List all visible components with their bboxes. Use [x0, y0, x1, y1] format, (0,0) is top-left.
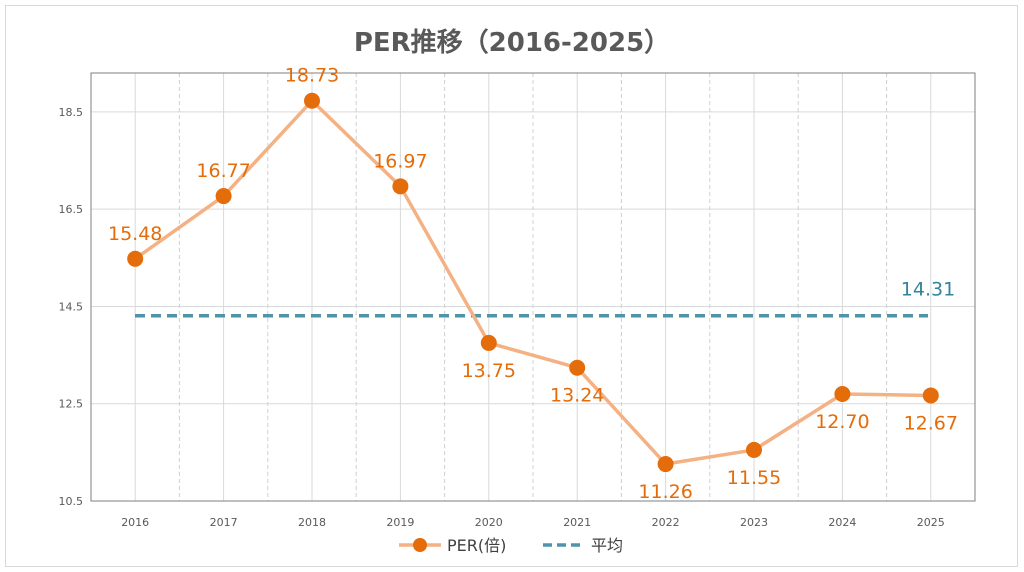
per-data-point	[215, 188, 232, 205]
per-data-label: 12.67	[904, 412, 958, 434]
per-data-point	[657, 456, 674, 473]
legend-per-marker	[413, 538, 427, 552]
average-value-label: 14.31	[901, 279, 955, 301]
x-tick-label: 2023	[740, 516, 768, 529]
per-data-label: 12.70	[815, 411, 869, 433]
x-tick-label: 2016	[121, 516, 149, 529]
per-data-point	[569, 359, 586, 376]
per-data-label: 11.55	[727, 467, 781, 489]
chart-frame	[5, 5, 1018, 567]
x-tick-label: 2019	[386, 516, 414, 529]
legend-per-label: PER(倍)	[447, 536, 506, 555]
y-tick-label: 12.5	[59, 398, 84, 411]
plot-area-border	[90, 72, 976, 502]
x-tick-label: 2022	[652, 516, 680, 529]
y-tick-label: 14.5	[59, 300, 84, 313]
y-tick-label: 18.5	[59, 106, 84, 119]
per-data-label: 16.97	[373, 150, 427, 172]
per-data-point	[392, 178, 409, 195]
x-tick-label: 2025	[917, 516, 945, 529]
per-data-point	[304, 92, 320, 109]
per-data-label: 11.26	[638, 481, 692, 503]
x-tick-label: 2024	[828, 516, 856, 529]
y-tick-label: 16.5	[59, 203, 84, 216]
x-tick-label: 2020	[475, 516, 503, 529]
y-tick-label: 10.5	[59, 495, 84, 508]
per-data-point	[127, 250, 144, 267]
per-data-label: 13.75	[462, 360, 516, 382]
per-data-label: 15.48	[108, 223, 162, 245]
per-data-point	[834, 386, 851, 402]
per-data-label: 18.73	[285, 65, 339, 87]
x-tick-label: 2017	[210, 516, 238, 529]
per-data-label: 16.77	[196, 160, 250, 182]
per-data-point	[922, 387, 939, 404]
x-tick-label: 2018	[298, 516, 326, 529]
per-data-point	[746, 441, 762, 458]
chart-title: PER推移（2016-2025）	[353, 28, 671, 58]
legend-average-label: 平均	[591, 536, 623, 555]
per-data-label: 13.24	[550, 385, 604, 407]
per-series-line	[134, 98, 931, 466]
per-data-point	[480, 334, 497, 351]
x-tick-label: 2021	[563, 516, 591, 529]
